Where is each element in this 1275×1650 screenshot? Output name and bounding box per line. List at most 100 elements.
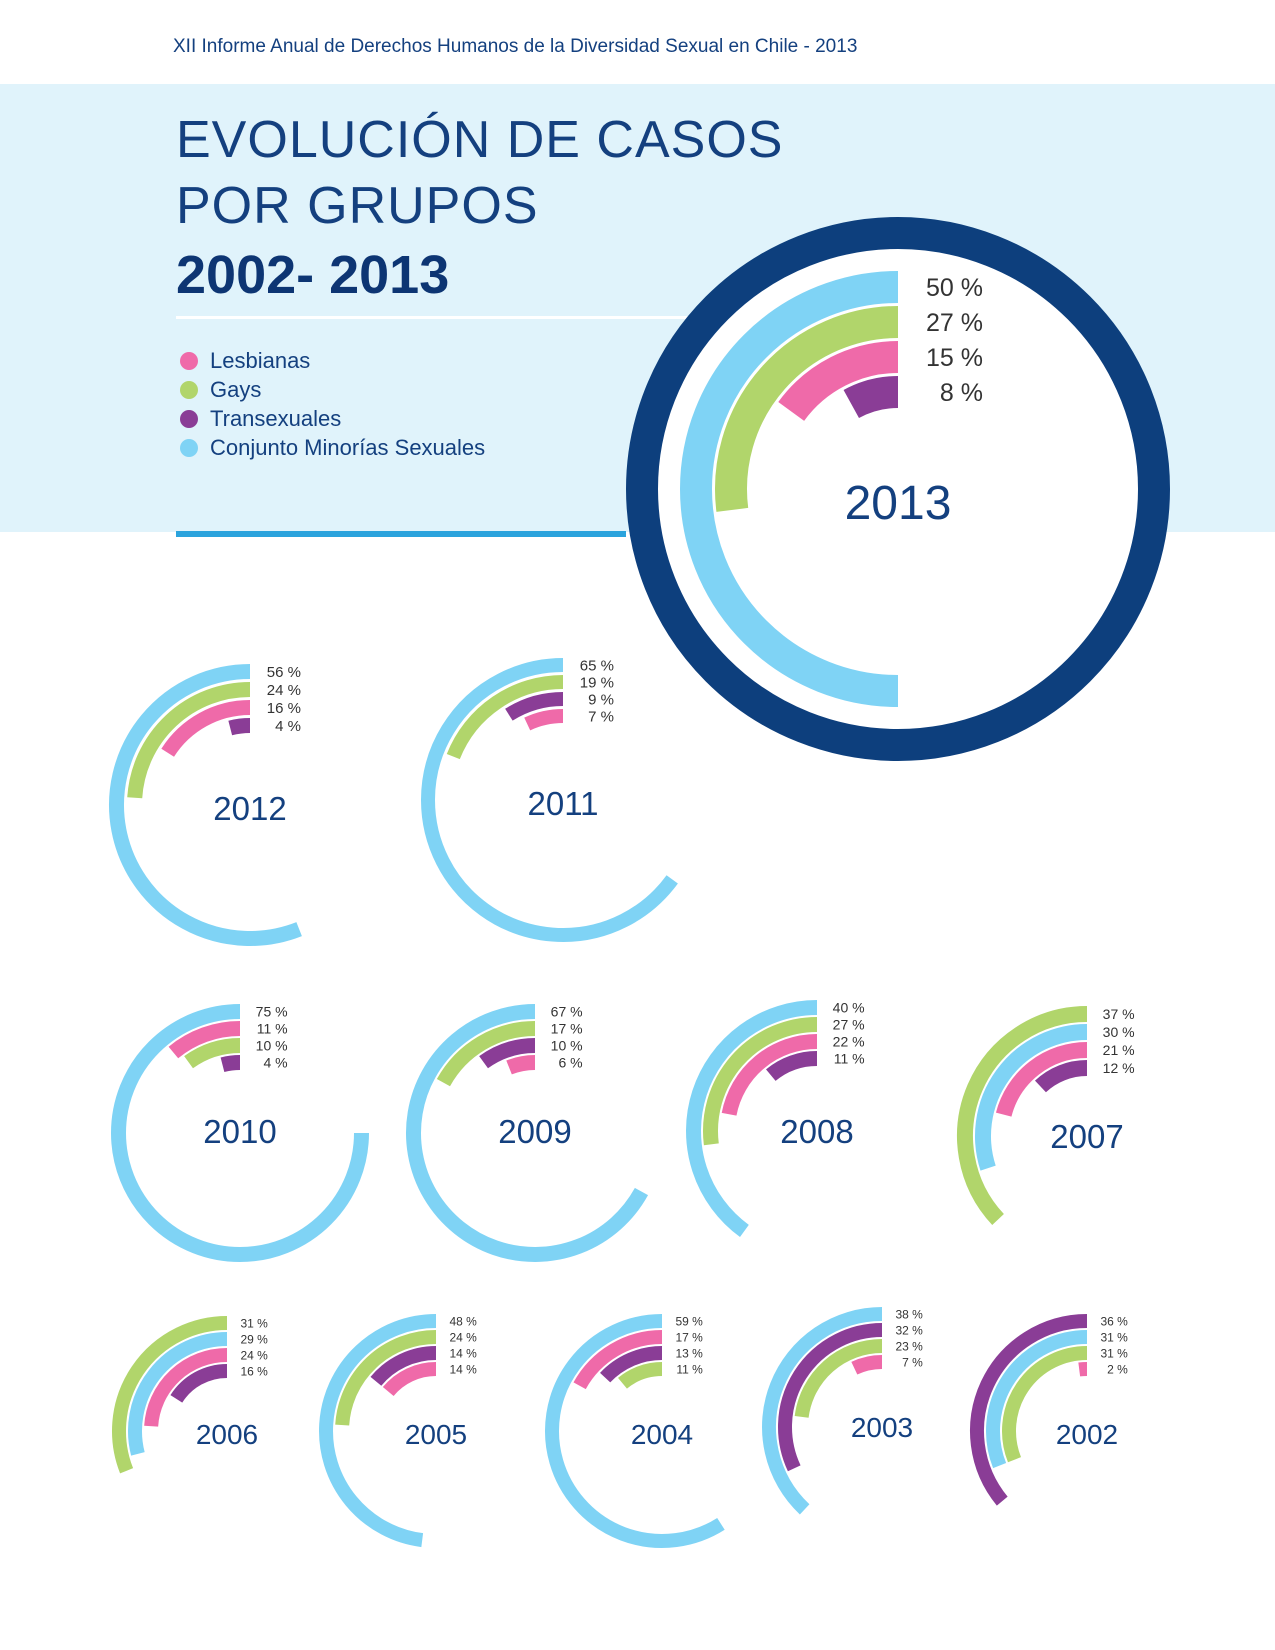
arc-2009-gays xyxy=(436,1021,536,1087)
label-2002-gays: 31 % xyxy=(1100,1346,1128,1360)
arc-2012-conjunto xyxy=(109,664,302,946)
arc-2004-gays xyxy=(618,1362,663,1389)
label-2004-lesbianas: 17 % xyxy=(675,1330,703,1344)
arc-2005-conjunto xyxy=(319,1314,437,1548)
arc-2011-lesbianas xyxy=(524,709,564,731)
radial-chart-2004: 59 % 17 % 13 % 11 % 2004 xyxy=(545,1314,725,1548)
label-2003-transexuales: 32 % xyxy=(895,1323,923,1337)
year-label-2009: 2009 xyxy=(498,1113,571,1150)
label-2012-lesbianas: 16 % xyxy=(267,700,301,717)
arc-2008-conjunto xyxy=(686,1000,818,1237)
arc-2008-gays xyxy=(703,1017,818,1146)
label-2007-transexuales: 12 % xyxy=(1103,1060,1135,1076)
report-header: XII Informe Anual de Derechos Humanos de… xyxy=(173,36,858,57)
label-2009-lesbianas: 6 % xyxy=(558,1055,582,1071)
label-2007-conjunto: 30 % xyxy=(1103,1024,1135,1040)
arc-2006-lesbianas xyxy=(144,1348,228,1427)
arc-2002-conjunto xyxy=(986,1330,1088,1469)
arc-2013-lesbianas xyxy=(778,341,899,422)
radial-chart-2007: 37 % 30 % 21 % 12 % 2007 xyxy=(957,1006,1135,1225)
label-2006-conjunto: 29 % xyxy=(240,1332,268,1346)
label-2003-lesbianas: 7 % xyxy=(902,1355,923,1369)
legend-dot-transexuales xyxy=(180,409,198,428)
radial-chart-2008: 40 %27 %22 %11 % 2008 xyxy=(686,1000,865,1237)
legend-label-transexuales: Transexuales xyxy=(210,405,342,431)
legend-item-lesbianas: Lesbianas xyxy=(180,346,485,375)
label-2003-conjunto: 38 % xyxy=(895,1307,923,1321)
arc-2011-conjunto xyxy=(421,658,678,942)
arc-2003-lesbianas xyxy=(851,1355,883,1375)
label-2002-conjunto: 31 % xyxy=(1100,1330,1128,1344)
arc-2005-gays xyxy=(335,1330,437,1426)
arc-2008-lesbianas xyxy=(721,1034,818,1116)
legend: Lesbianas Gays Transexuales Conjunto Min… xyxy=(180,346,485,462)
page-title-line-1: EVOLUCIÓN DE CASOS xyxy=(176,111,784,169)
label-2013-transexuales: 8 % xyxy=(940,379,983,407)
label-2009-transexuales: 10 % xyxy=(551,1038,583,1054)
label-2006-lesbianas: 24 % xyxy=(240,1348,268,1362)
arc-2004-conjunto xyxy=(545,1314,725,1548)
arc-2005-transexuales xyxy=(370,1346,437,1386)
label-2012-gays: 24 % xyxy=(267,682,301,699)
label-2009-gays: 17 % xyxy=(551,1021,583,1037)
label-2004-conjunto: 59 % xyxy=(675,1314,703,1328)
label-2005-conjunto: 48 % xyxy=(449,1314,477,1328)
banner-bottom-rule xyxy=(176,531,626,537)
radial-chart-2010: 75 %11 %10 %4 % 2010 xyxy=(111,1004,369,1262)
arc-2006-conjunto xyxy=(128,1332,228,1456)
legend-label-lesbianas: Lesbianas xyxy=(210,347,311,373)
label-2008-transexuales: 11 % xyxy=(834,1051,865,1067)
legend-dot-gays xyxy=(180,380,198,399)
year-label-2012: 2012 xyxy=(213,790,286,827)
arc-2002-transexuales xyxy=(970,1314,1088,1506)
arc-2005-lesbianas xyxy=(382,1362,437,1397)
label-2004-gays: 11 % xyxy=(676,1362,703,1376)
legend-item-gays: Gays xyxy=(180,375,485,404)
label-2006-transexuales: 16 % xyxy=(240,1364,268,1378)
page-title-line-2: POR GRUPOS xyxy=(176,177,539,235)
arc-2009-conjunto xyxy=(406,1004,649,1262)
label-2008-gays: 27 % xyxy=(833,1017,865,1033)
label-2011-gays: 19 % xyxy=(580,674,614,691)
label-2011-transexuales: 9 % xyxy=(588,691,614,708)
label-2002-transexuales: 36 % xyxy=(1100,1314,1128,1328)
radial-chart-2011: 65 %19 %9 %7 % 2011 xyxy=(421,657,678,942)
arc-2010-conjunto xyxy=(111,1004,369,1262)
label-2011-lesbianas: 7 % xyxy=(588,708,614,725)
label-2005-transexuales: 14 % xyxy=(449,1346,477,1360)
year-label-2007: 2007 xyxy=(1050,1118,1123,1155)
label-2008-conjunto: 40 % xyxy=(833,1000,865,1016)
label-2004-transexuales: 13 % xyxy=(675,1346,703,1360)
arc-2012-transexuales xyxy=(228,718,251,736)
arc-2007-conjunto xyxy=(975,1024,1088,1171)
label-2013-gays: 27 % xyxy=(926,309,983,337)
arc-2004-lesbianas xyxy=(573,1330,663,1390)
arc-2009-transexuales xyxy=(479,1038,536,1069)
arc-2002-gays xyxy=(1002,1346,1088,1463)
label-2008-lesbianas: 22 % xyxy=(833,1034,865,1050)
label-2012-conjunto: 56 % xyxy=(267,664,301,681)
year-label-2010: 2010 xyxy=(203,1113,276,1150)
arc-2013-conjunto xyxy=(680,271,899,707)
arc-2013-gays xyxy=(715,306,899,512)
label-2009-conjunto: 67 % xyxy=(551,1004,583,1020)
radial-chart-2005: 48 % 24 % 14 % 14 % 2005 xyxy=(319,1314,477,1548)
arc-2003-gays xyxy=(794,1339,883,1418)
legend-label-gays: Gays xyxy=(210,376,262,402)
arc-2007-transexuales xyxy=(1034,1060,1088,1093)
arc-2007-gays xyxy=(957,1006,1088,1225)
arc-2010-gays xyxy=(184,1038,241,1069)
radial-chart-2012: 56 %24 %16 %4 % 2012 xyxy=(109,664,302,946)
label-2005-gays: 24 % xyxy=(449,1330,477,1344)
arc-2006-transexuales xyxy=(170,1364,228,1403)
label-2011-conjunto: 65 % xyxy=(580,657,614,674)
label-2002-lesbianas: 2 % xyxy=(1107,1362,1128,1376)
arc-2010-lesbianas xyxy=(168,1021,241,1059)
arc-2013-transexuales xyxy=(843,376,899,419)
label-2007-gays: 37 % xyxy=(1103,1006,1135,1022)
arc-2004-transexuales xyxy=(600,1346,663,1383)
year-label-2003: 2003 xyxy=(851,1412,913,1443)
year-label-2005: 2005 xyxy=(405,1419,467,1450)
year-label-2013: 2013 xyxy=(845,477,952,530)
